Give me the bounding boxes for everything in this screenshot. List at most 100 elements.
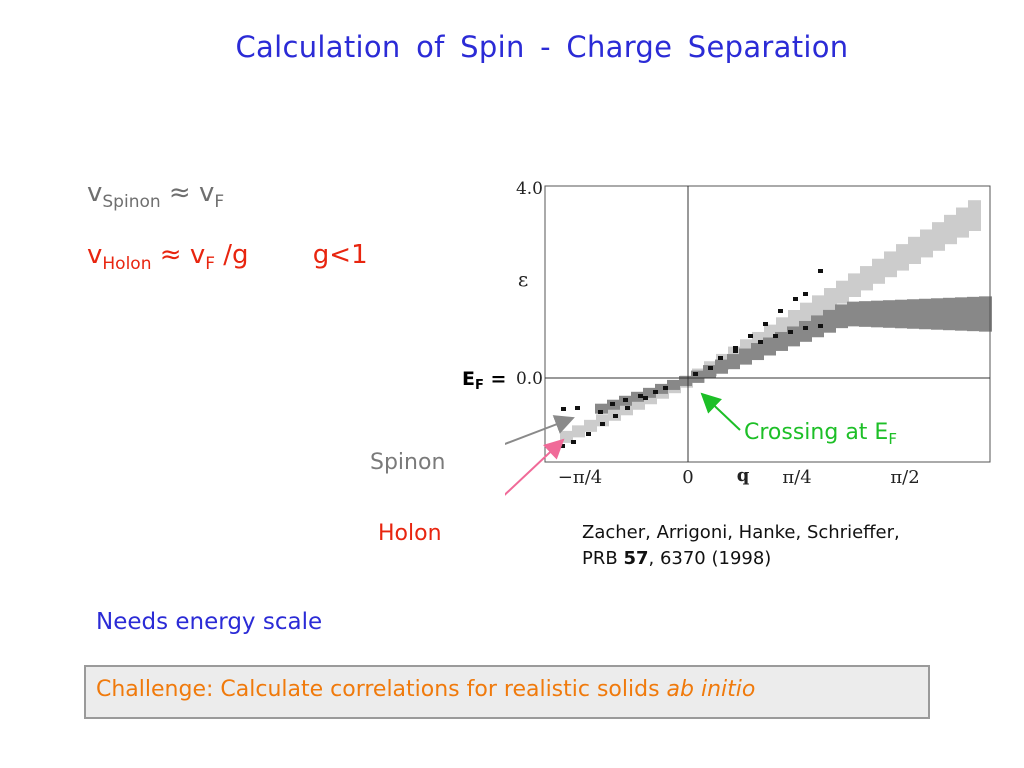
holon-band-segment <box>848 273 861 297</box>
challenge-box <box>84 665 930 719</box>
data-point-marker <box>625 406 630 410</box>
ytick-zero: 0.0 <box>516 369 543 389</box>
data-point-marker <box>571 440 576 444</box>
spinon-band-segment <box>943 297 956 331</box>
holon-band-segment <box>836 280 849 304</box>
spinon-band-segment <box>631 391 644 402</box>
ef-letter: E <box>462 368 475 390</box>
holon-arrow <box>505 438 565 496</box>
data-point-marker <box>773 334 778 338</box>
eq2-sub: Holon <box>102 254 152 274</box>
data-point-marker <box>623 398 628 402</box>
eq1-sub: Spinon <box>102 192 161 212</box>
xtick-neg-pi-4: −π/4 <box>558 467 602 488</box>
data-point-marker <box>560 444 565 448</box>
x-axis-label: q <box>737 465 750 486</box>
citation: Zacher, Arrigoni, Hanke, Schrieffer, PRB… <box>582 520 900 572</box>
data-point-marker <box>733 349 738 353</box>
data-point-marker <box>613 414 618 418</box>
spinon-band-segment <box>955 297 968 331</box>
challenge-italic: ab initio <box>666 677 756 702</box>
xtick-zero: 0 <box>682 467 693 488</box>
spinon-band-segment <box>967 296 980 332</box>
spinon-band-segment <box>859 301 872 327</box>
holon-band-segment <box>968 200 981 231</box>
needs-energy-scale-text: Needs energy scale <box>96 609 323 635</box>
data-point-marker <box>818 269 823 273</box>
spinon-band-segment <box>727 354 740 370</box>
data-point-marker <box>718 356 723 360</box>
data-point-marker <box>748 334 753 338</box>
spinon-band-segment <box>751 343 764 361</box>
ef-sub: F <box>474 378 484 393</box>
eq1-rhs-v: v <box>198 178 215 208</box>
spinon-band-segment <box>763 337 776 356</box>
spinon-band <box>595 296 992 414</box>
data-point-marker <box>643 396 648 400</box>
spinon-band-segment <box>871 300 884 328</box>
data-point-marker <box>575 406 580 410</box>
challenge-main: Challenge: Calculate correlations for re… <box>96 677 667 702</box>
holon-band-segment <box>584 419 597 432</box>
data-point-marker <box>693 372 698 376</box>
spinon-band-segment <box>643 387 656 398</box>
dispersion-figure: 4.0 0.0 ε −π/4 0 q π/4 π/2 <box>505 179 992 496</box>
data-point-marker <box>818 324 823 328</box>
data-point-marker <box>598 410 603 414</box>
spinon-band-segment <box>895 299 908 329</box>
eq2-rhs-v: v <box>189 240 206 270</box>
data-point-marker <box>763 322 768 326</box>
spinon-band-segment <box>679 375 692 386</box>
spinon-band-segment <box>979 296 992 332</box>
challenge-text: Challenge: Calculate correlations for re… <box>96 677 755 702</box>
data-point-marker <box>803 326 808 330</box>
citation-authors: Zacher, Arrigoni, Hanke, Schrieffer, <box>582 522 900 543</box>
holon-band-segment <box>572 425 585 438</box>
spinon-band-segment <box>787 326 800 347</box>
y-axis-label: ε <box>518 267 528 291</box>
plot-frame <box>544 185 991 463</box>
holon-band-segment <box>944 214 957 245</box>
ytick-top: 4.0 <box>516 179 543 199</box>
slide-title: Calculation of Spin - Charge Separation <box>235 30 849 64</box>
holon-band-segment <box>812 295 825 317</box>
holon-band-segment <box>956 207 969 238</box>
crossing-label: Crossing at EF <box>744 420 897 448</box>
data-point-marker <box>793 297 798 301</box>
spinon-band-segment <box>715 359 728 374</box>
spinon-band-segment <box>835 304 848 329</box>
data-point-marker <box>663 386 668 390</box>
eq1-approx: ≈ <box>168 178 191 208</box>
data-point-marker <box>638 394 643 398</box>
spinon-band-segment <box>907 299 920 329</box>
holon-band-segment <box>920 229 933 258</box>
holon-band-segment <box>776 317 789 337</box>
citation-rest: , 6370 (1998) <box>648 548 772 569</box>
spinon-band-segment <box>667 379 680 390</box>
crossing-text: Crossing at E <box>744 420 889 445</box>
holon-band-segment <box>872 258 885 284</box>
holon-band-segment <box>908 236 921 264</box>
data-point-marker <box>708 366 713 370</box>
data-point-marker <box>778 309 783 313</box>
spinon-band-segment <box>775 331 788 351</box>
data-point-marker <box>758 340 763 344</box>
data-point-marker <box>803 292 808 296</box>
data-point-marker <box>653 390 658 394</box>
spinon-band-segment <box>931 298 944 330</box>
data-point-marker <box>610 402 615 406</box>
spinon-band-segment <box>811 315 824 338</box>
crossing-sub: F <box>888 430 897 448</box>
holon-band-segment <box>824 288 837 311</box>
data-point-marker <box>561 407 566 411</box>
spinon-band-segment <box>655 383 668 394</box>
xtick-pi-2: π/2 <box>890 467 919 488</box>
fermi-energy-label: EF = <box>462 368 506 393</box>
spinon-band-segment <box>847 301 860 327</box>
spinon-band-segment <box>823 309 836 333</box>
citation-journal: PRB 57, 6370 (1998) <box>582 546 900 572</box>
data-point-marker <box>788 330 793 334</box>
data-point-marker <box>586 432 591 436</box>
holon-band-segment <box>932 222 945 251</box>
holon-band-segment <box>860 266 873 291</box>
